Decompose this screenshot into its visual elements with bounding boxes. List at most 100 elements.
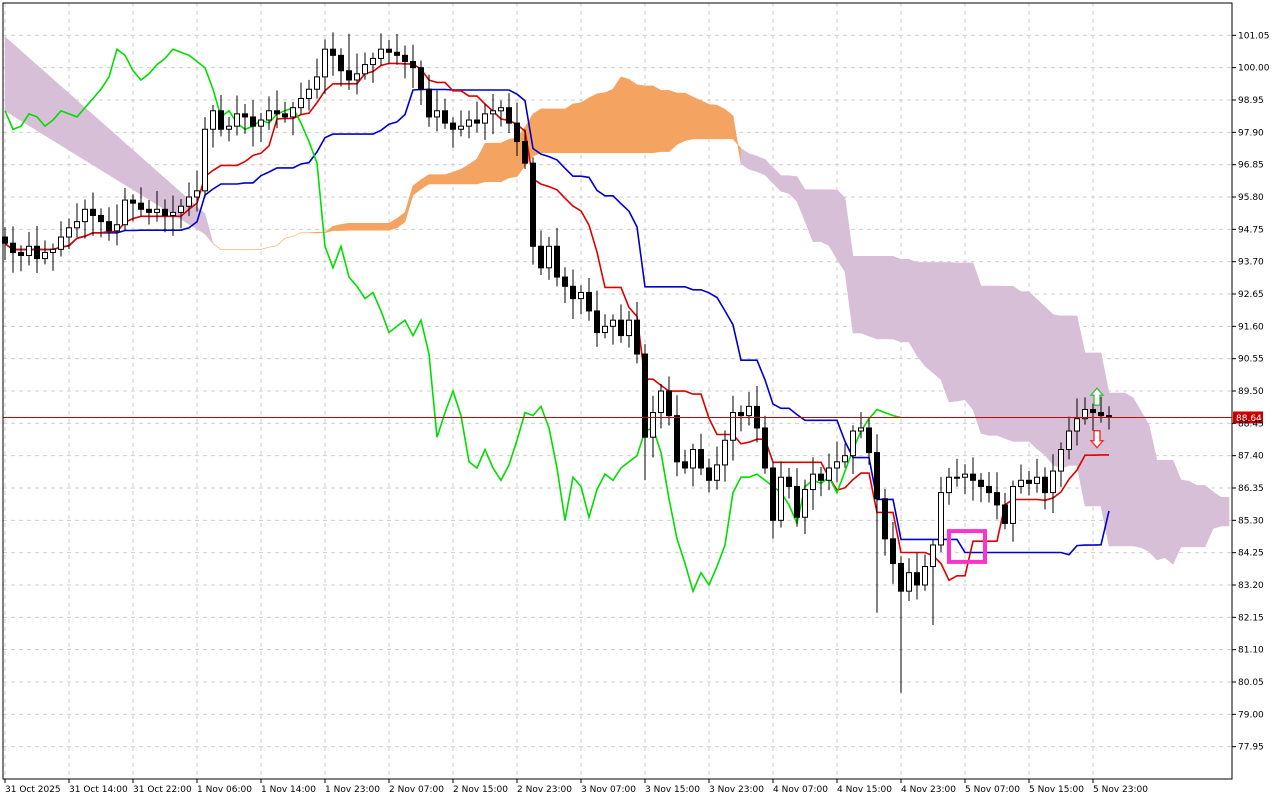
cloud-segment — [669, 90, 677, 151]
cloud-segment — [621, 77, 629, 153]
candle-body — [275, 111, 280, 114]
candle-body — [531, 163, 536, 246]
cloud-segment — [1181, 480, 1189, 547]
candle-body — [59, 237, 64, 249]
candle-body — [819, 474, 824, 480]
candle-body — [395, 52, 400, 55]
y-tick-label: 87.40 — [1238, 452, 1264, 462]
candle-body — [955, 477, 960, 478]
cloud-segment — [477, 143, 485, 184]
cloud-segment — [357, 223, 365, 230]
candle-body — [803, 490, 808, 518]
candle-body — [323, 49, 328, 77]
candle-body — [659, 391, 664, 413]
candle-body — [315, 77, 320, 89]
candle-body — [651, 413, 656, 438]
cloud-segment — [141, 157, 149, 199]
candle-body — [35, 246, 40, 258]
candle-body — [547, 246, 552, 268]
cloud-segment — [949, 262, 957, 402]
candle-body — [99, 215, 104, 221]
cloud-segment — [421, 175, 429, 189]
candle-body — [707, 468, 712, 480]
candle-body — [883, 499, 888, 539]
y-tick-label: 100.00 — [1238, 64, 1270, 74]
cloud-segment — [941, 262, 949, 402]
candle-body — [867, 428, 872, 453]
candle-body — [83, 209, 88, 221]
cloud-segment — [805, 190, 813, 242]
x-tick-label: 3 Nov 23:00 — [709, 785, 764, 795]
candle-body — [715, 465, 720, 480]
cloud-segment — [653, 86, 661, 153]
y-tick-label: 82.15 — [1238, 613, 1264, 623]
candle-body — [443, 111, 448, 123]
cloud-segment — [605, 89, 613, 152]
y-tick-label: 88.45 — [1238, 419, 1264, 429]
candle-body — [67, 228, 72, 237]
cloud-segment — [5, 37, 13, 116]
cloud-segment — [541, 109, 549, 153]
candle-body — [1011, 486, 1016, 523]
cloud-segment — [925, 262, 933, 372]
cloud-segment — [957, 263, 965, 401]
candle-body — [43, 252, 48, 258]
candle-body — [163, 209, 168, 215]
candle-body — [859, 428, 864, 431]
candle-body — [627, 320, 632, 335]
cloud-segment — [813, 190, 821, 242]
candle-body — [899, 563, 904, 591]
candle-body — [123, 200, 128, 225]
cloud-segment — [797, 177, 805, 222]
cloud-segment — [773, 168, 781, 191]
y-tick-label: 81.10 — [1238, 646, 1264, 656]
candle-body — [563, 277, 568, 286]
y-tick-label: 94.75 — [1238, 225, 1264, 235]
cloud-segment — [29, 58, 37, 130]
cloud-segment — [125, 143, 133, 189]
cloud-segment — [397, 212, 405, 227]
candle-body — [555, 246, 560, 277]
cloud-segment — [1085, 353, 1093, 506]
cloud-segment — [1029, 292, 1037, 449]
candle-body — [1003, 505, 1008, 523]
cloud-segment — [981, 286, 989, 435]
candle-body — [387, 49, 392, 52]
candle-body — [987, 486, 992, 492]
candle-body — [1099, 413, 1104, 416]
candle-body — [619, 320, 624, 335]
cloud-segment — [901, 259, 909, 342]
cloud-segment — [725, 109, 733, 138]
cloud-segment — [549, 109, 557, 153]
cloud-segment — [373, 223, 381, 230]
cloud-segment — [429, 175, 437, 184]
candle-body — [667, 391, 672, 416]
cloud-segment — [493, 143, 501, 182]
cloud-segment — [597, 93, 605, 153]
y-tick-label: 84.25 — [1238, 549, 1264, 559]
candle-body — [283, 114, 288, 117]
candle-body — [683, 462, 688, 468]
cloud-segment — [973, 263, 981, 433]
candle-body — [1059, 450, 1064, 472]
cloud-segment — [509, 138, 517, 178]
candle-body — [947, 477, 952, 492]
y-tick-label: 93.70 — [1238, 258, 1264, 268]
y-tick-label: 89.50 — [1238, 387, 1264, 397]
cloud-segment — [757, 156, 765, 175]
cloud-segment — [637, 85, 645, 153]
cloud-segment — [1221, 497, 1229, 526]
cloud-segment — [277, 238, 285, 246]
y-tick-label: 77.95 — [1238, 743, 1264, 753]
cloud-segment — [821, 190, 829, 246]
x-tick-label: 3 Nov 15:00 — [645, 785, 700, 795]
cloud-segment — [61, 86, 69, 150]
candle-body — [219, 111, 224, 129]
y-tick-label: 95.80 — [1238, 193, 1264, 203]
candle-body — [1019, 480, 1024, 486]
x-tick-label: 5 Nov 15:00 — [1029, 785, 1084, 795]
candle-body — [339, 55, 344, 70]
cloud-segment — [1165, 460, 1173, 564]
